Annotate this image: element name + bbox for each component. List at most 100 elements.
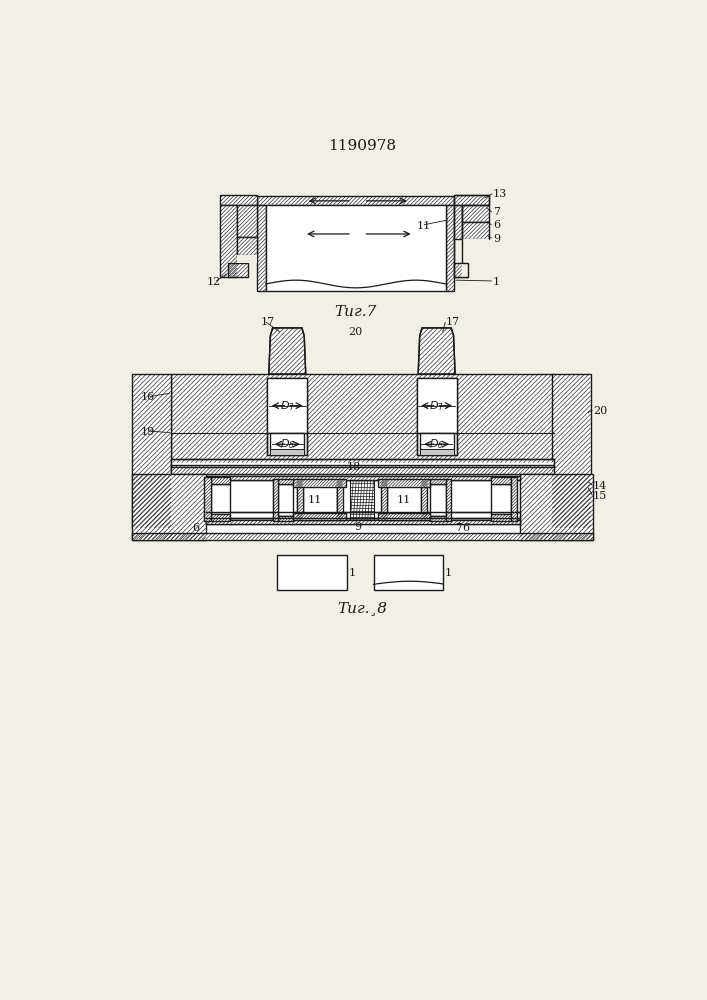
Bar [293, 479, 346, 487]
Bar [238, 205, 257, 237]
Text: 16: 16 [140, 392, 154, 402]
Text: 11: 11 [308, 495, 322, 505]
Bar [293, 513, 346, 520]
Bar [420, 449, 454, 455]
Text: 11: 11 [397, 495, 411, 505]
Bar [520, 474, 593, 540]
Bar [270, 449, 304, 455]
Text: 13: 13 [493, 189, 507, 199]
Bar [266, 205, 446, 291]
Text: 7: 7 [455, 523, 462, 533]
Text: 1: 1 [349, 568, 356, 578]
Bar [278, 484, 293, 516]
Bar [132, 533, 593, 540]
Bar [132, 474, 206, 540]
Bar [273, 479, 278, 521]
Text: 1: 1 [445, 568, 452, 578]
Bar [491, 514, 510, 521]
Bar [206, 512, 520, 518]
Bar [296, 480, 303, 520]
Bar [206, 480, 520, 520]
Bar [278, 516, 293, 521]
Bar [387, 480, 421, 520]
Text: $D_7$: $D_7$ [429, 399, 444, 413]
Bar [257, 205, 266, 291]
Bar [270, 433, 304, 455]
Bar [446, 205, 455, 291]
Text: $D_7$: $D_7$ [280, 399, 295, 413]
Text: 15: 15 [593, 491, 607, 501]
Text: 9: 9 [493, 234, 500, 244]
Bar [206, 476, 520, 480]
Text: 19: 19 [140, 427, 154, 437]
Text: 9: 9 [354, 522, 362, 532]
Bar [132, 374, 171, 528]
Bar [351, 480, 373, 520]
Bar [238, 237, 257, 255]
Bar [491, 477, 510, 484]
Bar [206, 474, 520, 540]
Text: 7: 7 [493, 207, 500, 217]
Text: 17: 17 [446, 317, 460, 327]
Bar [462, 222, 489, 239]
Bar [211, 484, 230, 514]
Bar [303, 480, 337, 520]
Text: 20: 20 [348, 327, 363, 337]
Bar [373, 555, 443, 590]
Bar [491, 484, 510, 514]
Text: 11: 11 [416, 221, 431, 231]
Bar [267, 378, 308, 433]
Bar [171, 459, 554, 466]
Text: 6: 6 [462, 523, 469, 533]
Bar [455, 195, 489, 205]
Bar [206, 520, 520, 524]
Bar [228, 263, 248, 277]
Bar [337, 480, 343, 520]
Text: 1: 1 [493, 277, 500, 287]
Text: 18: 18 [347, 462, 361, 472]
Bar [416, 378, 457, 455]
Bar [211, 477, 230, 484]
Bar [416, 378, 457, 433]
Bar [455, 205, 462, 239]
Bar [431, 479, 446, 484]
Bar [510, 477, 518, 521]
Text: Τиг.7: Τиг.7 [334, 305, 377, 319]
Bar [277, 555, 346, 590]
Text: 1190978: 1190978 [328, 139, 396, 153]
Text: 6: 6 [493, 220, 500, 230]
Bar [455, 263, 468, 277]
Bar [552, 374, 590, 528]
Bar [221, 195, 257, 205]
Bar [420, 433, 454, 455]
Bar [206, 476, 520, 480]
Text: 6: 6 [192, 523, 199, 533]
Bar [267, 378, 308, 455]
Bar [221, 205, 238, 277]
Text: $D_б$: $D_б$ [429, 437, 444, 451]
Polygon shape [418, 328, 455, 374]
Bar [378, 513, 431, 520]
Bar [431, 484, 446, 516]
Bar [431, 516, 446, 521]
Bar [381, 480, 387, 520]
Bar [278, 479, 293, 484]
Bar [462, 205, 489, 222]
Bar [171, 374, 554, 463]
Text: 14: 14 [593, 481, 607, 491]
Bar [206, 520, 520, 524]
Bar [171, 465, 554, 474]
Bar [378, 479, 431, 487]
Text: $D_б$: $D_б$ [280, 437, 295, 451]
Bar [462, 239, 489, 277]
Bar [211, 514, 230, 521]
Bar [421, 480, 428, 520]
Text: 12: 12 [206, 277, 221, 287]
Bar [204, 477, 211, 521]
Text: 17: 17 [260, 317, 274, 327]
Bar [238, 255, 257, 263]
Text: Τиг.¸8: Τиг.¸8 [337, 601, 387, 615]
Text: 20: 20 [593, 406, 607, 416]
Bar [257, 196, 455, 205]
Bar [446, 479, 451, 521]
